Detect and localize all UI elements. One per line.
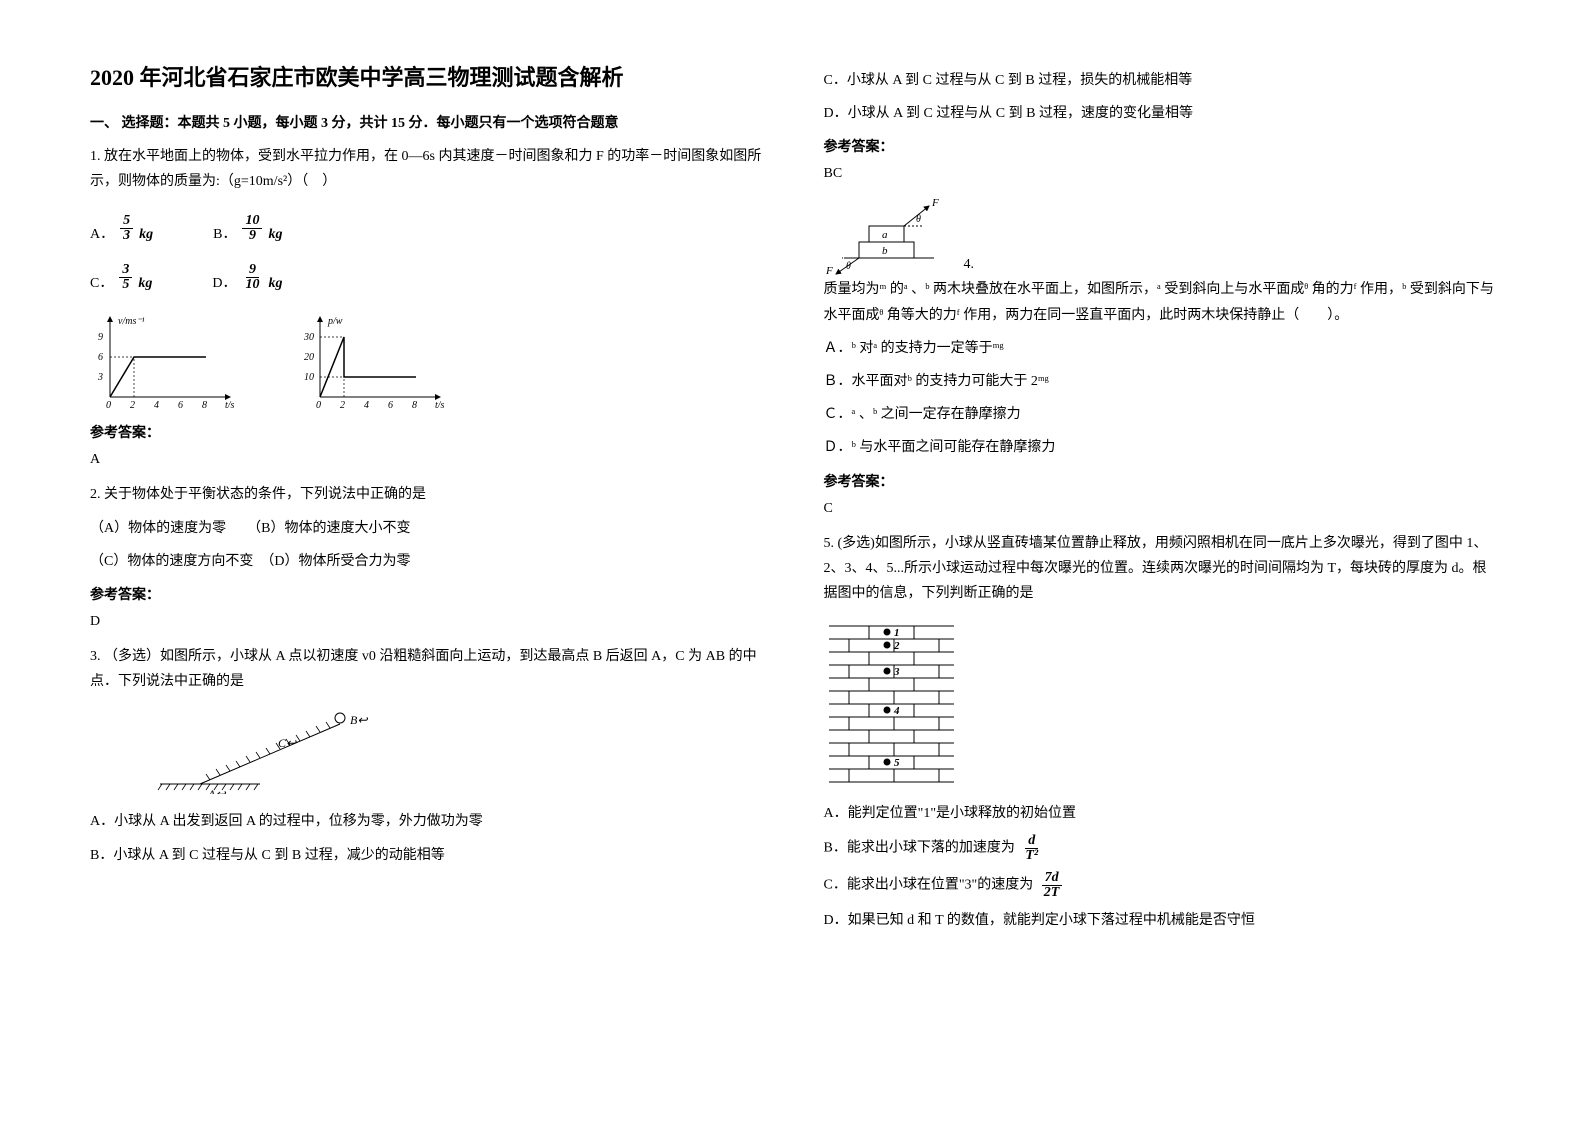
- q5-optC-prefix: C．能求出小球在位置"3"的速度为: [824, 878, 1034, 893]
- svg-text:A↩: A↩: [207, 787, 226, 794]
- q4-row: F θ F θ a b 4.: [824, 196, 1498, 277]
- q1-optB-label: B．: [213, 223, 236, 243]
- q3-answer-head: 参考答案：: [824, 136, 1498, 156]
- q1-options-row2: C． 3 5 kg D． 9 10 kg: [90, 263, 764, 292]
- svg-text:8: 8: [412, 400, 417, 411]
- fraction: 3 5: [119, 263, 132, 292]
- q1-optD-label: D．: [212, 272, 236, 292]
- section-heading: 一、 选择题：本题共 5 小题，每小题 3 分，共计 15 分．每小题只有一个选…: [90, 112, 764, 132]
- q4-optA: Ａ．ᵇ 对ᵃ 的支持力一定等于ᵐᵍ: [824, 336, 1498, 361]
- q3-optD: D．小球从 A 到 C 过程与从 C 到 B 过程，速度的变化量相等: [824, 101, 1498, 126]
- q1-optA-label: A．: [90, 223, 114, 243]
- fraction: 10 9: [242, 214, 262, 243]
- q2-answer-head: 参考答案：: [90, 584, 764, 604]
- q1-optA: A． 5 3 kg: [90, 214, 153, 243]
- q5-optC: C．能求出小球在位置"3"的速度为 7d 2T: [824, 871, 1498, 900]
- doc-title: 2020 年河北省石家庄市欧美中学高三物理测试题含解析: [90, 60, 764, 92]
- pt-xlabel: t/s: [435, 400, 445, 411]
- page: 2020 年河北省石家庄市欧美中学高三物理测试题含解析 一、 选择题：本题共 5…: [0, 0, 1587, 1122]
- q1-optB: B． 10 9 kg: [213, 214, 282, 243]
- q4-prefix: 4.: [964, 257, 975, 272]
- q2-optAB: （A）物体的速度为零 （B）物体的速度大小不变: [90, 516, 764, 541]
- svg-text:0: 0: [316, 400, 321, 411]
- q5-optA: A．能判定位置"1"是小球释放的初始位置: [824, 801, 1498, 826]
- svg-text:9: 9: [98, 332, 103, 343]
- svg-text:0: 0: [106, 400, 111, 411]
- svg-text:20: 20: [304, 352, 314, 363]
- q3-text: 3. （多选）如图所示，小球从 A 点以初速度 v0 沿粗糙斜面向上运动，到达最…: [90, 644, 764, 694]
- svg-text:θ: θ: [916, 214, 921, 225]
- svg-text:6: 6: [178, 400, 183, 411]
- svg-text:2: 2: [130, 400, 135, 411]
- q1-vt-graph: v/ms⁻¹ t/s 3 6 9 0 2 4 6 8: [90, 312, 240, 412]
- svg-text:θ: θ: [846, 261, 851, 272]
- q1-pt-graph: p/w t/s 10 20 30 0 2 4 6 8: [300, 312, 450, 412]
- svg-text:4: 4: [364, 400, 369, 411]
- unit-kg: kg: [139, 227, 153, 243]
- svg-text:2: 2: [893, 640, 900, 652]
- fraction: 5 3: [120, 214, 133, 243]
- svg-text:F: F: [825, 265, 833, 276]
- q3-optC: C．小球从 A 到 C 过程与从 C 到 B 过程，损失的机械能相等: [824, 68, 1498, 93]
- svg-text:30: 30: [303, 332, 314, 343]
- q2-answer: D: [90, 614, 764, 630]
- svg-text:5: 5: [894, 757, 900, 769]
- vt-xlabel: t/s: [225, 400, 235, 411]
- q1-options-row1: A． 5 3 kg B． 10 9 kg: [90, 214, 764, 243]
- q5-figure: 1 2 3 4 5: [824, 616, 1498, 791]
- svg-text:b: b: [882, 245, 888, 257]
- svg-text:2: 2: [340, 400, 345, 411]
- q1-optC: C． 3 5 kg: [90, 263, 152, 292]
- q4-text: 4.: [964, 252, 975, 277]
- svg-text:B↩: B↩: [350, 713, 368, 727]
- q1-answer-head: 参考答案：: [90, 422, 764, 442]
- svg-text:10: 10: [304, 372, 314, 383]
- pt-ylabel: p/w: [327, 316, 343, 327]
- q1-answer: A: [90, 452, 764, 468]
- q4-optD: Ｄ．ᵇ 与水平面之间可能存在静摩擦力: [824, 435, 1498, 460]
- q3-optB: B．小球从 A 到 C 过程与从 C 到 B 过程，减少的动能相等: [90, 843, 764, 868]
- q5-text: 5. (多选)如图所示，小球从竖直砖墙某位置静止释放，用频闪照相机在同一底片上多…: [824, 531, 1498, 607]
- q5-optB: B．能求出小球下落的加速度为 d T²: [824, 834, 1498, 863]
- svg-text:3: 3: [893, 666, 900, 678]
- q4-optB: Ｂ．水平面对ᵇ 的支持力可能大于 2ᵐᵍ: [824, 369, 1498, 394]
- svg-text:1: 1: [894, 627, 900, 639]
- unit-kg: kg: [268, 227, 282, 243]
- svg-text:F: F: [931, 197, 939, 209]
- svg-text:a: a: [882, 229, 888, 241]
- q1-text: 1. 放在水平地面上的物体，受到水平拉力作用，在 0—6s 内其速度－时间图象和…: [90, 144, 764, 194]
- right-column: C．小球从 A 到 C 过程与从 C 到 B 过程，损失的机械能相等 D．小球从…: [824, 60, 1498, 1062]
- svg-text:3: 3: [97, 372, 103, 383]
- q5-optD: D．如果已知 d 和 T 的数值，就能判定小球下落过程中机械能是否守恒: [824, 908, 1498, 933]
- svg-text:C↩: C↩: [278, 736, 297, 750]
- q5-optB-prefix: B．能求出小球下落的加速度为: [824, 841, 1015, 856]
- q1-optC-label: C．: [90, 272, 113, 292]
- q4-answer-head: 参考答案：: [824, 471, 1498, 491]
- svg-text:8: 8: [202, 400, 207, 411]
- q3-answer: BC: [824, 166, 1498, 182]
- vt-ylabel: v/ms⁻¹: [118, 316, 145, 327]
- left-column: 2020 年河北省石家庄市欧美中学高三物理测试题含解析 一、 选择题：本题共 5…: [90, 60, 764, 1062]
- q4-text-body: 质量均为ᵐ 的ᵃ 、ᵇ 两木块叠放在水平面上，如图所示，ᵃ 受到斜向上与水平面成…: [824, 277, 1498, 327]
- unit-kg: kg: [268, 276, 282, 292]
- fraction: d T²: [1022, 834, 1041, 863]
- svg-text:6: 6: [388, 400, 393, 411]
- q3-figure: A↩ C↩ B↩: [150, 704, 764, 799]
- svg-text:4: 4: [154, 400, 159, 411]
- fraction: 7d 2T: [1041, 871, 1063, 900]
- q1-graphs: v/ms⁻¹ t/s 3 6 9 0 2 4 6 8: [90, 312, 764, 412]
- svg-text:6: 6: [98, 352, 103, 363]
- q1-optD: D． 9 10 kg: [212, 263, 282, 292]
- q4-optC: Ｃ．ᵃ 、ᵇ 之间一定存在静摩擦力: [824, 402, 1498, 427]
- q2-text: 2. 关于物体处于平衡状态的条件，下列说法中正确的是: [90, 482, 764, 507]
- q4-figure: F θ F θ a b: [824, 196, 954, 281]
- q3-optA: A．小球从 A 出发到返回 A 的过程中，位移为零，外力做功为零: [90, 809, 764, 834]
- q4-answer: C: [824, 501, 1498, 517]
- unit-kg: kg: [138, 276, 152, 292]
- q2-optCD: （C）物体的速度方向不变 （D）物体所受合力为零: [90, 549, 764, 574]
- fraction: 9 10: [242, 263, 262, 292]
- svg-text:4: 4: [893, 705, 900, 717]
